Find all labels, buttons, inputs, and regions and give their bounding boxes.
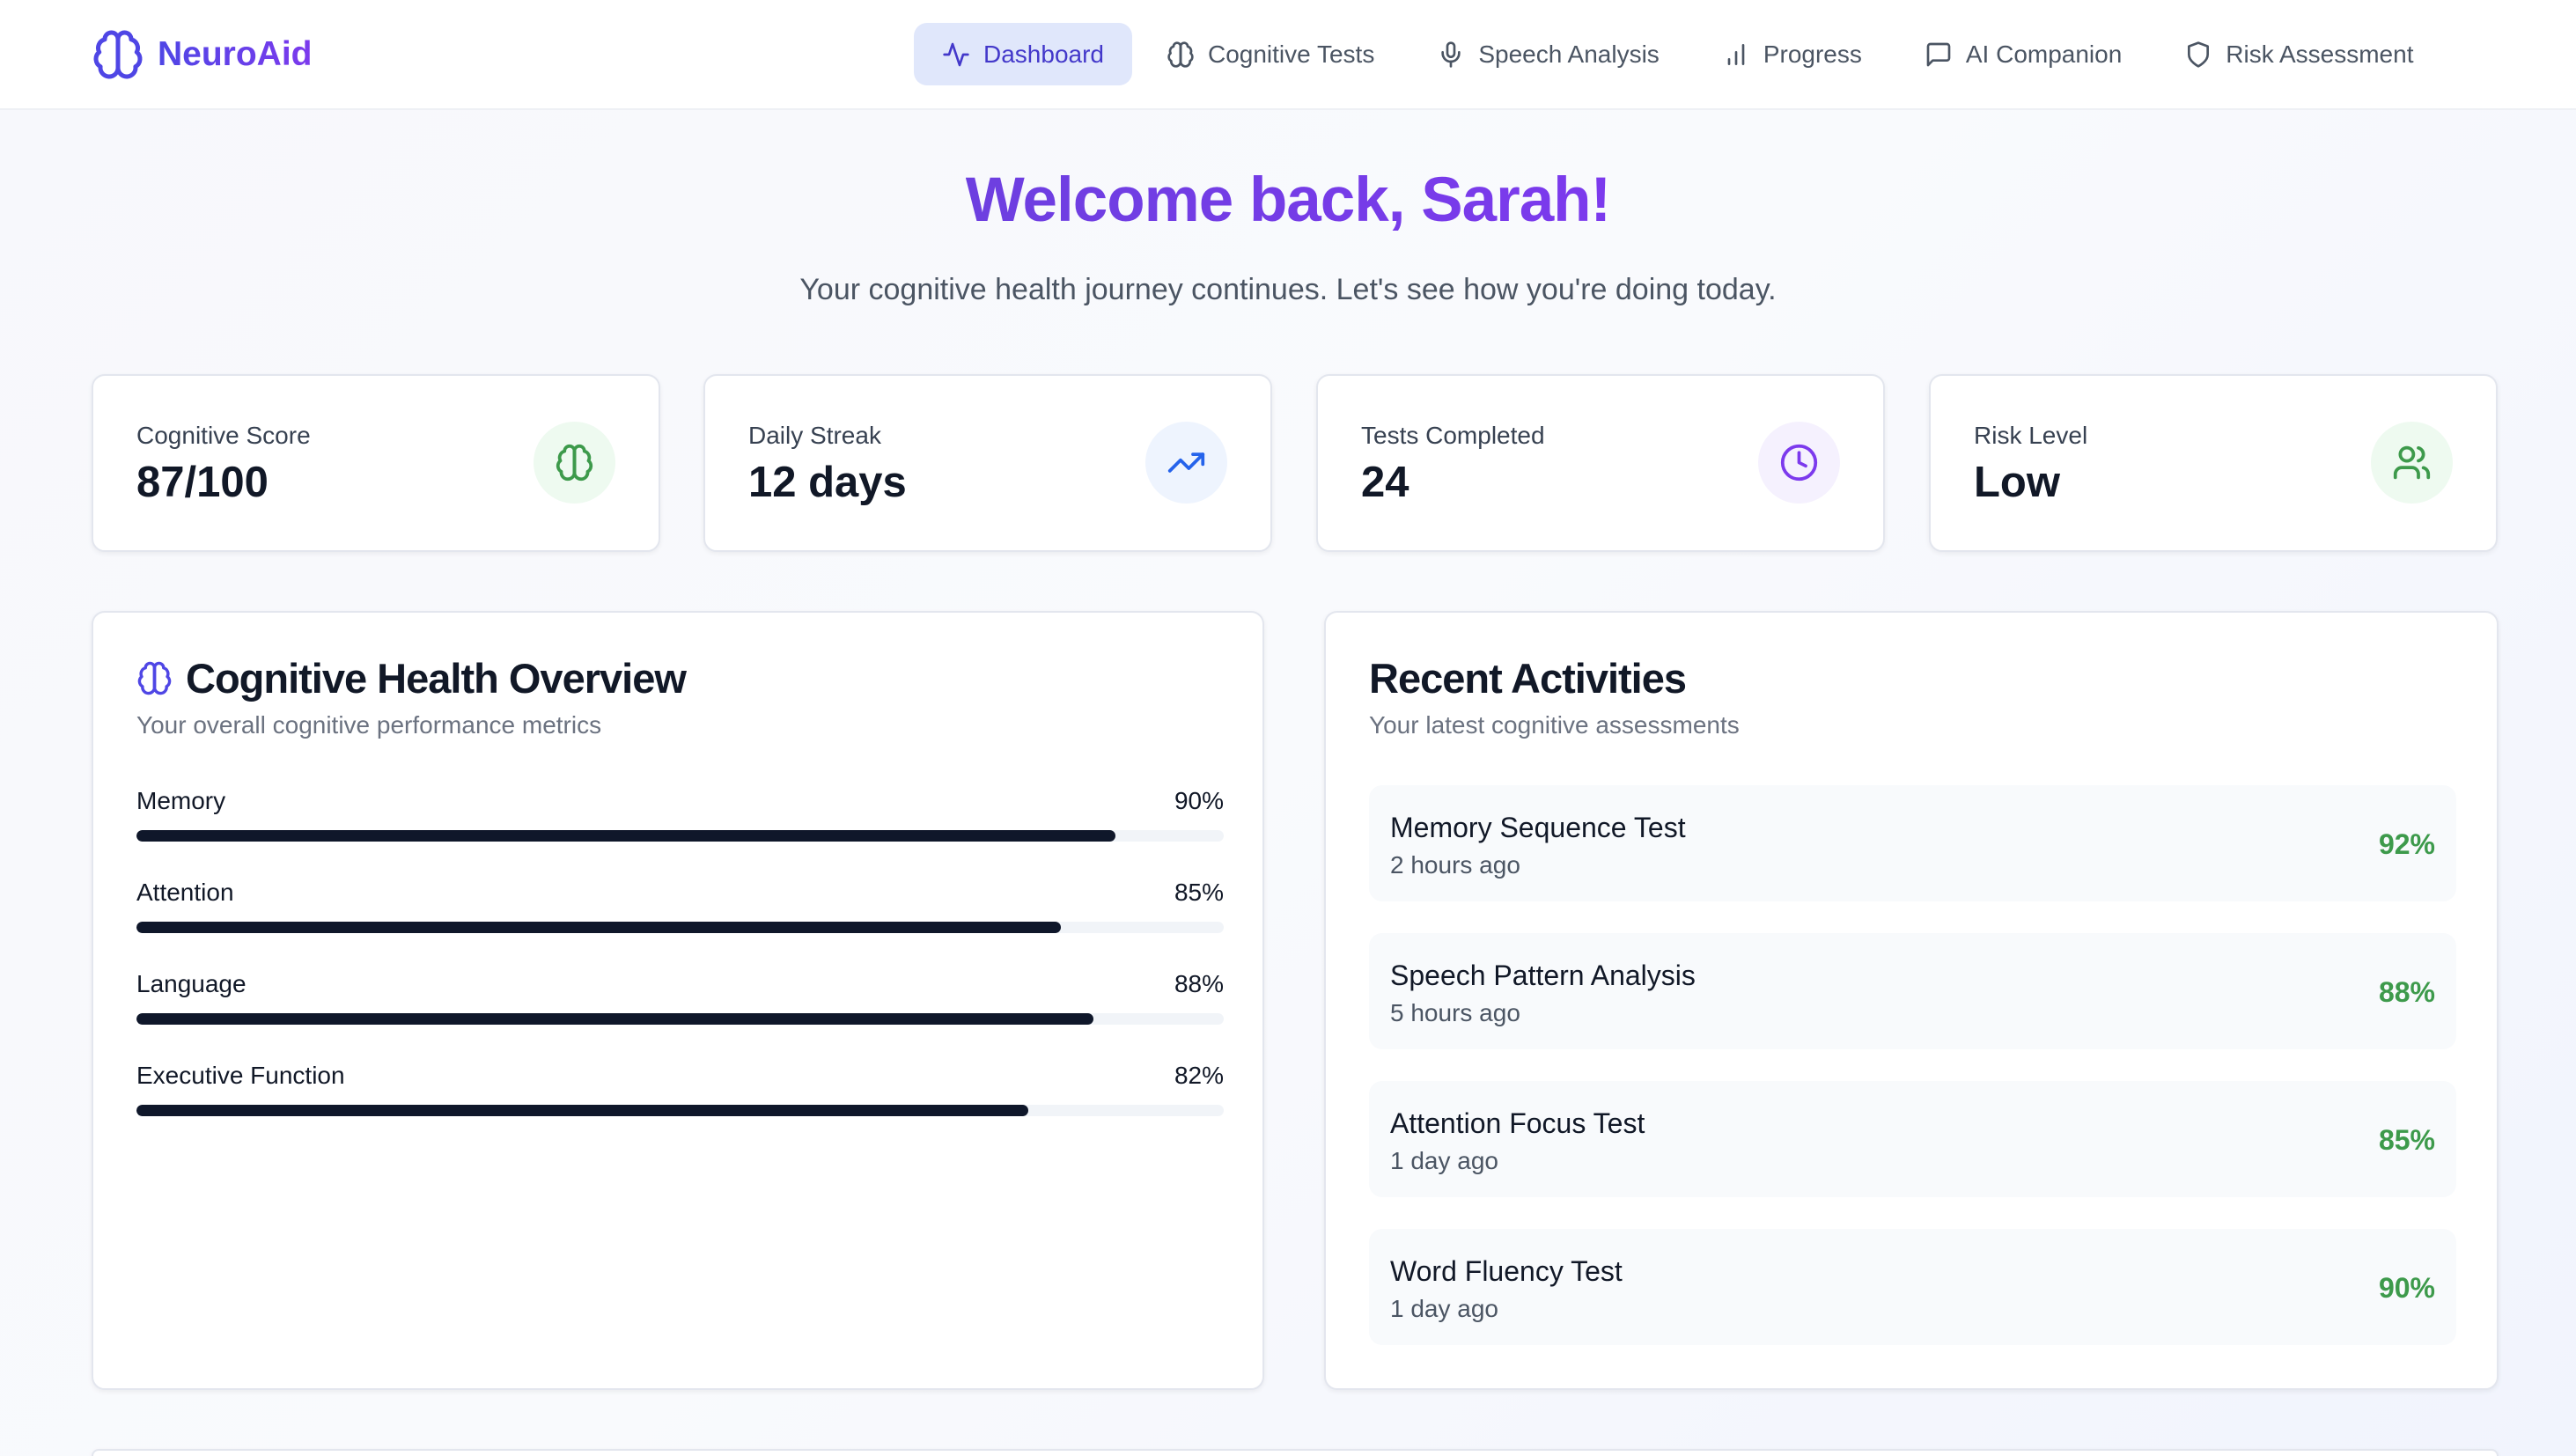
activity-time: 1 day ago [1390,1295,1498,1322]
metric-value: 82% [1174,1062,1224,1089]
stat-card-tests-completed: Tests Completed 24 [1316,374,1885,552]
metric-executive-function: Executive Function 82% [136,1062,1224,1116]
activity-score: 88% [2378,976,2435,1008]
activity-title: Memory Sequence Test [1390,812,1686,843]
activity-title: Speech Pattern Analysis [1390,960,1696,991]
nav-ai-companion[interactable]: AI Companion [1896,23,2150,85]
stat-card-risk-level: Risk Level Low [1929,374,2498,552]
users-icon [2393,445,2431,480]
activity-score: 85% [2378,1124,2435,1156]
nav-label: Dashboard [983,40,1104,68]
activity-item[interactable]: Memory Sequence Test 2 hours ago 92% [1369,785,2456,901]
activity-item[interactable]: Word Fluency Test 1 day ago 90% [1369,1229,2456,1345]
clock-icon [1780,444,1818,482]
stat-value: 12 days [748,459,907,506]
logo[interactable]: NeuroAid [92,28,313,81]
metric-memory: Memory 90% [136,787,1224,842]
nav-progress[interactable]: Progress [1694,23,1890,85]
activity-item[interactable]: Attention Focus Test 1 day ago 85% [1369,1081,2456,1197]
metric-language: Language 88% [136,970,1224,1025]
stat-card-daily-streak: Daily Streak 12 days [703,374,1272,552]
mic-icon [1441,40,1461,68]
activity-time: 2 hours ago [1390,851,1520,879]
metric-value: 88% [1174,970,1224,997]
stat-label: Risk Level [1974,422,2088,449]
metric-label: Language [136,970,247,997]
stat-label: Daily Streak [748,422,881,449]
shield-icon [2188,40,2210,68]
stat-label: Cognitive Score [136,422,311,449]
progress-fill [136,1013,1093,1025]
stat-label: Tests Completed [1361,422,1545,449]
progress-fill [136,830,1115,842]
bar-chart-icon [1727,43,1745,65]
nav-risk-assessment[interactable]: Risk Assessment [2156,23,2441,85]
brain-icon [137,661,172,695]
progress-fill [136,922,1061,933]
message-square-icon [1926,42,1951,66]
metric-value: 85% [1174,879,1224,906]
metric-label: Attention [136,879,234,906]
trending-up-icon [1167,452,1205,473]
main-nav: Dashboard Cognitive Tests Speech Analysis P… [914,23,2447,85]
progress-bar [136,1013,1224,1025]
activity-score: 92% [2378,828,2435,860]
nav-label: AI Companion [1965,40,2123,68]
stat-value: 87/100 [136,459,269,506]
activity-score: 90% [2378,1272,2435,1304]
welcome-title: Welcome back, Sarah! [965,165,1611,235]
stat-icon-badge [534,422,615,504]
nav-cognitive-tests[interactable]: Cognitive Tests [1138,23,1402,85]
stat-icon-badge [1145,422,1227,504]
recent-activities-card: Recent Activities Your latest cognitive … [1324,611,2499,1390]
card-subtitle: Your overall cognitive performance metri… [136,711,602,739]
progress-bar [136,830,1224,842]
stat-value: 24 [1361,459,1409,506]
stat-icon-badge [1758,422,1840,504]
card-subtitle: Your latest cognitive assessments [1369,711,1740,739]
nav-label: Progress [1763,40,1862,68]
card-title: Recent Activities [1369,655,1687,702]
top-nav-bar: NeuroAid Dashboard Cognitive Tests Speech … [0,0,2576,110]
app-name: NeuroAid [158,35,313,73]
nav-label: Speech Analysis [1478,40,1660,68]
progress-fill [136,1105,1028,1116]
bottom-card [92,1449,2499,1456]
metric-attention: Attention 85% [136,879,1224,933]
activity-title: Attention Focus Test [1390,1107,1645,1139]
stat-icon-badge [2371,422,2453,504]
brain-icon [556,444,593,482]
metric-label: Executive Function [136,1062,345,1089]
nav-label: Cognitive Tests [1207,40,1375,68]
activity-item[interactable]: Speech Pattern Analysis 5 hours ago 88% [1369,933,2456,1049]
progress-bar [136,1105,1224,1116]
cognitive-health-overview-card: Cognitive Health Overview Your overall c… [92,611,1264,1390]
nav-dashboard[interactable]: Dashboard [914,23,1132,85]
card-title: Cognitive Health Overview [186,655,687,702]
brain-icon [1167,40,1194,68]
progress-bar [136,922,1224,933]
metric-value: 90% [1174,787,1224,814]
metric-label: Memory [136,787,226,814]
stat-value: Low [1974,459,2060,506]
nav-label: Risk Assessment [2226,40,2414,68]
nav-speech-analysis[interactable]: Speech Analysis [1409,23,1687,85]
stat-card-cognitive-score: Cognitive Score 87/100 [92,374,660,552]
welcome-subtitle: Your cognitive health journey continues.… [799,273,1777,306]
activity-title: Word Fluency Test [1390,1255,1623,1287]
activity-time: 1 day ago [1390,1147,1498,1174]
activity-icon [943,42,969,66]
brain-logo-icon [93,30,143,79]
activity-time: 5 hours ago [1390,999,1520,1026]
